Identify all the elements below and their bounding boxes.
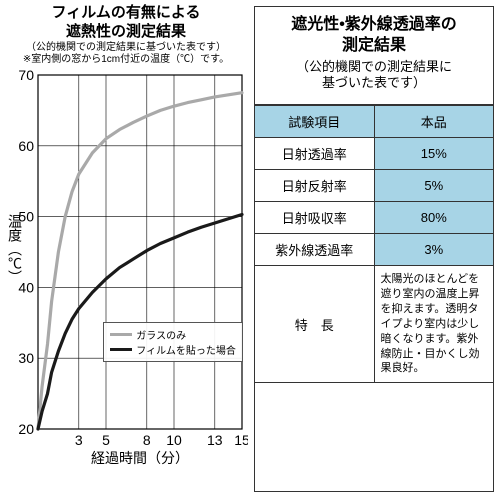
left-subtitle: （公的機関での測定結果に基づいた表です） ※室内側の窓から1cm付近の温度（℃）… <box>4 42 248 67</box>
svg-text:30: 30 <box>18 350 34 366</box>
svg-text:8: 8 <box>143 432 151 448</box>
right-sub-l1: （公的機関での測定結果に <box>296 59 452 74</box>
svg-text:13: 13 <box>207 432 223 448</box>
right-header: 遮光性•紫外線透過率の 測定結果 （公的機関での測定結果に 基づいた表です） <box>255 7 493 105</box>
feature-text: 太陽光のほとんどを遮り室内の温度上昇を抑えます。透明タイプより室内は少し暗くなり… <box>374 266 493 383</box>
legend-label: ガラスのみ <box>136 327 186 342</box>
table-row: 日射透過率 15% <box>255 138 493 170</box>
left-title-l2: 遮熱性の測定結果 <box>66 23 186 40</box>
row-value: 3% <box>374 234 493 266</box>
svg-text:70: 70 <box>18 69 34 83</box>
table-row: 紫外線透過率 3% <box>255 234 493 266</box>
feature-label: 特 長 <box>255 266 374 383</box>
table-row: 日射吸収率 80% <box>255 202 493 234</box>
right-title-l1: 遮光性•紫外線透過率の <box>291 16 457 33</box>
svg-text:5: 5 <box>102 432 110 448</box>
row-label: 紫外線透過率 <box>255 234 374 266</box>
left-sub-l1: （公的機関での測定結果に基づいた表です） <box>26 42 226 53</box>
row-label: 日射透過率 <box>255 138 374 170</box>
row-value: 5% <box>374 170 493 202</box>
svg-text:経過時間（分）: 経過時間（分） <box>91 450 189 466</box>
legend-item: フィルムを貼った場合 <box>110 342 236 357</box>
svg-text:温度（℃）: 温度（℃） <box>7 214 23 284</box>
table-header-row: 試験項目 本品 <box>255 106 493 138</box>
chart-legend: ガラスのみフィルムを貼った場合 <box>103 322 243 362</box>
col-header-item: 試験項目 <box>255 106 374 138</box>
svg-text:15: 15 <box>234 432 248 448</box>
row-label: 日射吸収率 <box>255 202 374 234</box>
legend-label: フィルムを貼った場合 <box>136 342 236 357</box>
legend-item: ガラスのみ <box>110 327 236 342</box>
left-sub-l2: ※室内側の窓から1cm付近の温度（℃）です。 <box>23 54 229 65</box>
row-label: 日射反射率 <box>255 170 374 202</box>
col-header-value: 本品 <box>374 106 493 138</box>
left-title-l1: フィルムの有無による <box>52 4 201 21</box>
right-title-l2: 測定結果 <box>342 37 406 54</box>
legend-swatch <box>110 348 132 351</box>
right-sub-l2: 基づいた表です） <box>322 75 426 90</box>
svg-text:20: 20 <box>18 421 34 437</box>
feature-row: 特 長 太陽光のほとんどを遮り室内の温度上昇を抑えます。透明タイプより室内は少し… <box>255 266 493 383</box>
svg-text:60: 60 <box>18 137 34 153</box>
svg-text:10: 10 <box>166 432 182 448</box>
row-value: 80% <box>374 202 493 234</box>
svg-text:3: 3 <box>75 432 83 448</box>
thermal-chart: 203040506070358101315経過時間（分）温度（℃） ガラスのみフ… <box>4 69 248 469</box>
table-row: 日射反射率 5% <box>255 170 493 202</box>
row-value: 15% <box>374 138 493 170</box>
results-table: 試験項目 本品 日射透過率 15% 日射反射率 5% 日射吸収率 80% 紫外線… <box>255 105 493 383</box>
right-panel: 遮光性•紫外線透過率の 測定結果 （公的機関での測定結果に 基づいた表です） 試… <box>254 6 494 492</box>
legend-swatch <box>110 333 132 336</box>
left-title: フィルムの有無による 遮熱性の測定結果 <box>4 4 248 42</box>
